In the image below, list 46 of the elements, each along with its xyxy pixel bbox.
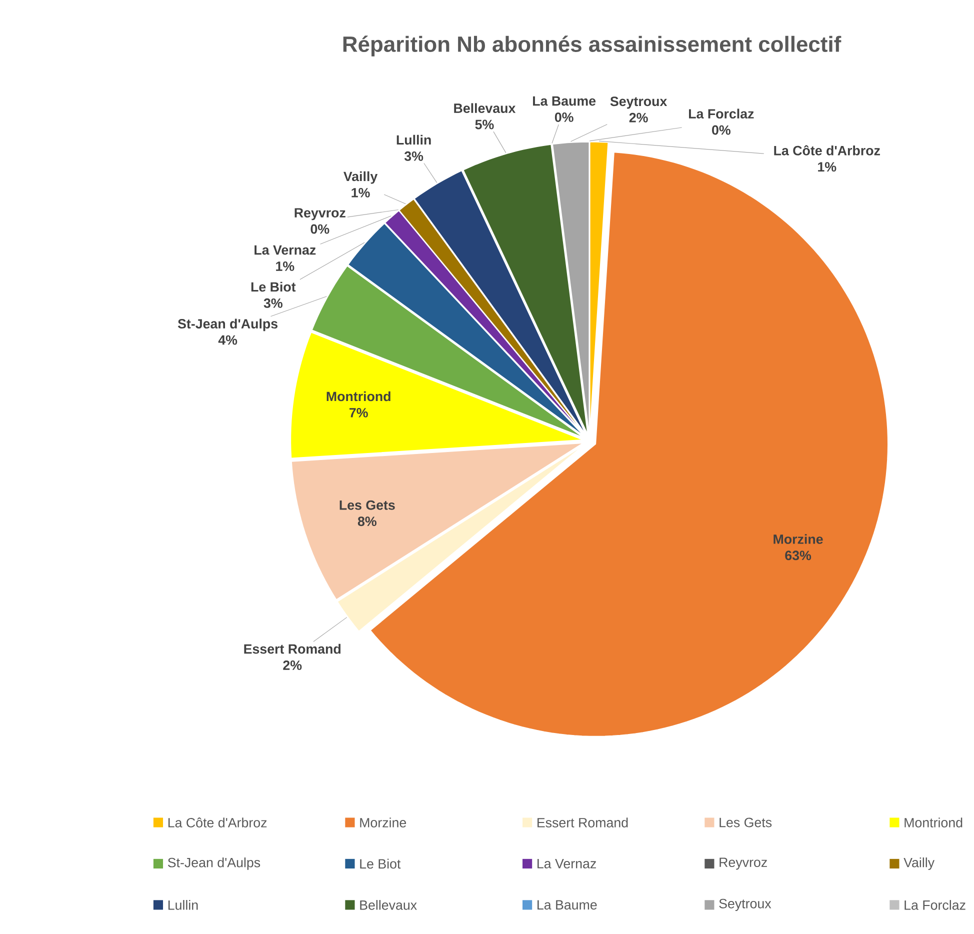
slice-label: Essert Romand [244, 644, 340, 654]
legend-label: La Côte d'Arbroz [168, 818, 267, 828]
text: 0% [310, 224, 330, 234]
chart-title: Réparition Nb abonnés assainissement collectif [343, 36, 842, 56]
legend-label: Lullin [168, 900, 198, 910]
legend-label: La Baume [538, 900, 597, 910]
data-label: 2% [629, 113, 648, 122]
data-label: 7% [349, 408, 368, 418]
slice-label: Seytroux [610, 96, 668, 109]
legend-label: Seytroux [719, 899, 772, 912]
data-label: 8% [358, 516, 376, 526]
legend-label: Bellevaux [360, 900, 417, 910]
legend-label: Le Biot [360, 858, 401, 869]
legend-label: Morzine [360, 818, 406, 828]
legend-label: Vailly [904, 858, 935, 870]
slice-label: St-Jean d'Aulps [178, 318, 278, 332]
slice-label: La Côte d'Arbroz [774, 145, 880, 156]
category-label: La Baume [533, 96, 596, 106]
legend-label: Les Gets [720, 818, 772, 828]
legend-label: Reyvroz [720, 858, 767, 870]
data-label: 5% [475, 120, 494, 130]
slice-label: Lullin [396, 135, 431, 145]
data-label: 2% [283, 660, 302, 670]
data-label: 1% [818, 162, 836, 172]
data-label: 3% [264, 298, 282, 308]
data-label: 3% [404, 152, 424, 162]
text: 0% [554, 112, 574, 122]
legend-label: Montriond [904, 818, 962, 828]
category-label: Reyvroz [294, 208, 346, 220]
legend-label: La Forclaz [904, 900, 966, 910]
slice-label: Les Gets [340, 500, 395, 510]
legend-label: Essert Romand [538, 818, 628, 828]
legend-label: St-Jean d'Aulps [168, 858, 260, 870]
category-label: La Forclaz [689, 108, 754, 119]
slice-label: Montriond [326, 392, 390, 402]
slice-label: Bellevaux [454, 103, 516, 114]
text: 0% [712, 125, 730, 135]
legend-label: La Vernaz [538, 859, 596, 869]
data-label: 1% [352, 188, 370, 198]
data-label: 1% [276, 262, 294, 272]
data-label: 4% [218, 335, 238, 345]
slice-label: Le Biot [251, 282, 296, 292]
slice-label: Morzine [774, 534, 823, 544]
data-label: 63% [785, 550, 812, 560]
slice-label: Vailly [344, 172, 378, 184]
slice-label: La Vernaz [254, 246, 316, 255]
